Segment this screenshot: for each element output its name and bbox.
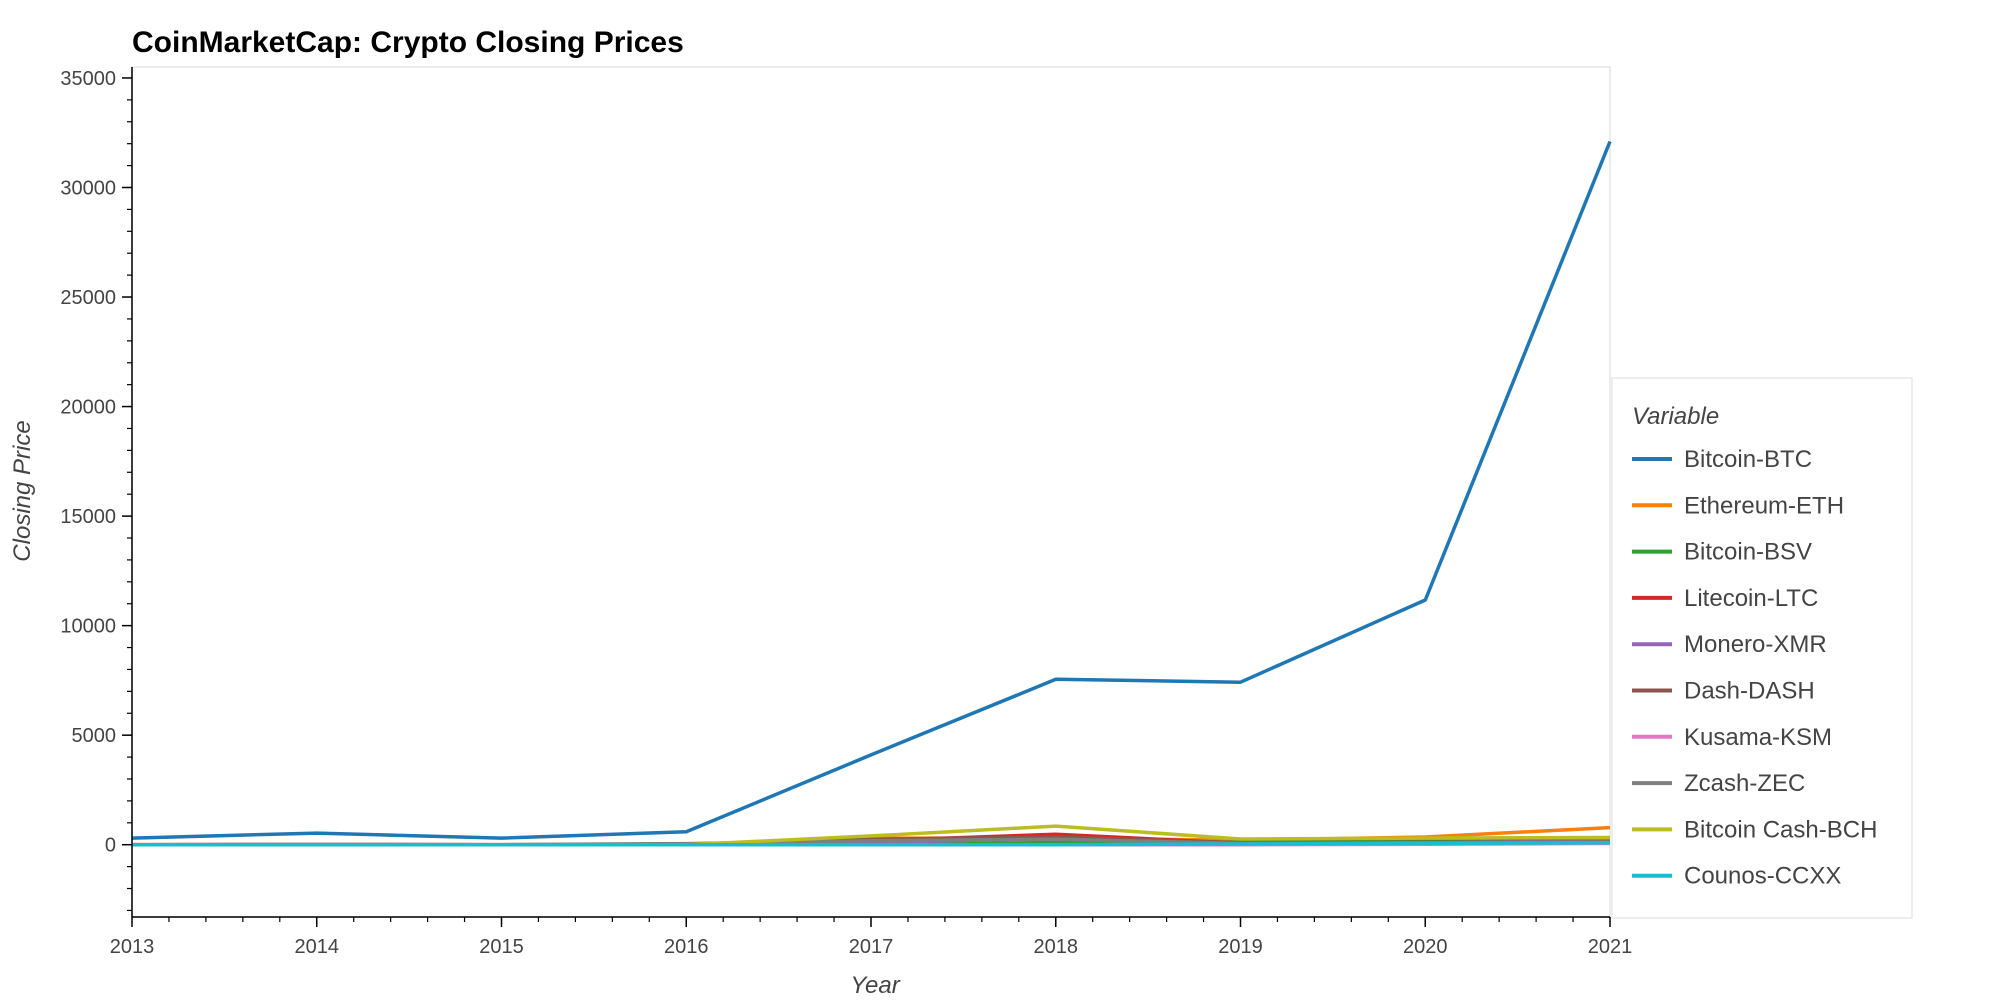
x-tick-label: 2017	[849, 936, 894, 958]
x-axis-label: Year	[850, 972, 900, 999]
legend-title: Variable	[1632, 403, 1719, 430]
legend-label: Bitcoin-BSV	[1684, 539, 1812, 566]
legend-items: Bitcoin-BTC Ethereum-ETH Bitcoin-BSV Liteco…	[1632, 446, 1877, 890]
legend-label: Zcash-ZEC	[1684, 770, 1805, 797]
x-tick-label: 2015	[479, 936, 524, 958]
y-axis-ticks: 0 5000 10000 15000 20000 25000 30000 35000	[60, 68, 132, 912]
x-tick-label: 2018	[1034, 936, 1079, 958]
y-axis-label: Closing Price	[9, 420, 36, 561]
x-tick-label: 2021	[1588, 936, 1633, 958]
x-tick-label: 2016	[664, 936, 709, 958]
y-tick-label: 0	[105, 835, 116, 857]
plot-frame	[131, 66, 1611, 918]
legend: Variable Bitcoin-BTCEthereum-ETHBitcoin-…	[1611, 377, 1913, 919]
legend-label: Monero-XMR	[1684, 631, 1827, 658]
y-tick-label: 30000	[60, 177, 116, 199]
x-axis-ticks: 2013 2014 2015 2016 2017 2018 2019 2020 2021	[110, 917, 1633, 958]
legend-label: Dash-DASH	[1684, 678, 1815, 705]
y-tick-label: 10000	[60, 616, 116, 638]
y-tick-label: 35000	[60, 68, 116, 90]
x-tick-label: 2019	[1218, 936, 1263, 958]
y-tick-label: 15000	[60, 506, 116, 528]
y-tick-label: 20000	[60, 397, 116, 419]
x-tick-label: 2020	[1403, 936, 1448, 958]
legend-label: Kusama-KSM	[1684, 724, 1832, 751]
legend-label: Bitcoin-BTC	[1684, 446, 1812, 473]
series-line-0	[131, 140, 1612, 840]
y-tick-label: 25000	[60, 287, 116, 309]
legend-label: Ethereum-ETH	[1684, 492, 1844, 519]
x-tick-label: 2014	[295, 936, 340, 958]
chart-title: CoinMarketCap: Crypto Closing Prices	[132, 26, 684, 59]
series-line-9	[132, 840, 1611, 847]
legend-label: Bitcoin Cash-BCH	[1684, 816, 1877, 843]
y-tick-label: 5000	[72, 725, 117, 747]
x-tick-label: 2013	[110, 936, 155, 958]
legend-label: Counos-CCXX	[1684, 863, 1841, 890]
legend-label: Litecoin-LTC	[1684, 585, 1818, 612]
series-layer	[131, 140, 1612, 847]
